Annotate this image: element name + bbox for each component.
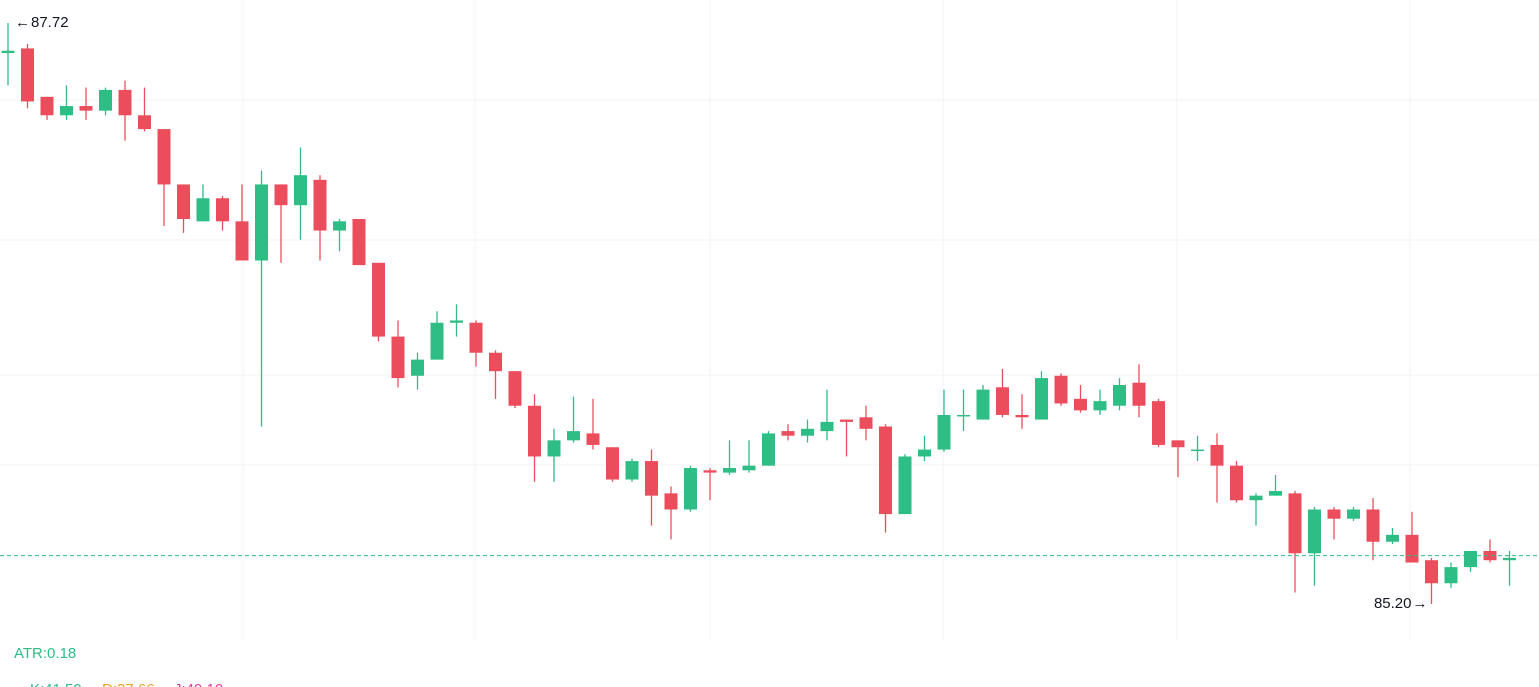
candle-body [898, 456, 912, 515]
candle-body [40, 96, 54, 116]
candle-body [1503, 557, 1516, 561]
candle-body [1230, 465, 1243, 501]
candle-body [976, 389, 990, 420]
candle-body [1152, 401, 1165, 445]
candle-body [1347, 509, 1360, 519]
candle-body [1171, 440, 1185, 448]
candle-body [1308, 509, 1321, 554]
candle-body [1327, 509, 1341, 519]
candle-body [528, 405, 541, 457]
max-label: 87.72 [31, 14, 69, 31]
candle-body [372, 262, 385, 337]
candle-body [957, 414, 970, 417]
candle-body [918, 449, 931, 457]
candle-body [703, 470, 717, 473]
candle-body [625, 461, 639, 480]
candle-body [1366, 509, 1380, 542]
candle-body [411, 359, 424, 376]
candle-body [840, 419, 853, 422]
arrow: ← [15, 14, 30, 31]
atr-label: ATR:0.18 [14, 645, 76, 662]
candle-body [333, 221, 346, 231]
candle-body [1288, 493, 1302, 554]
candle-body [1132, 382, 1146, 406]
candle-body [937, 414, 951, 450]
candle-body [352, 219, 366, 266]
candle-body [1249, 495, 1263, 501]
candle-body [450, 320, 463, 323]
candle-body [235, 221, 249, 261]
candle-body [879, 426, 892, 515]
candle-body [118, 89, 132, 116]
candle-body [586, 433, 600, 445]
candle-body [781, 431, 795, 436]
candle-body [664, 493, 678, 510]
candle-body [313, 179, 327, 231]
candle-body [60, 106, 73, 116]
candle-body [723, 467, 736, 473]
candle-body [216, 198, 229, 222]
candle-body [274, 184, 288, 206]
candle-body [489, 352, 502, 372]
candle-body [684, 467, 697, 510]
candle-body [138, 115, 151, 130]
candle-body [469, 322, 483, 353]
candle-body [645, 461, 658, 496]
kdj-label: D:37.66 [102, 681, 155, 687]
kdj-label: K:41.59 [30, 681, 82, 687]
min-label: 85.20 [1374, 595, 1412, 612]
kdj-label: J:49.10 [174, 681, 223, 687]
candle-body [1425, 560, 1438, 584]
candle-body [1054, 375, 1068, 404]
arrow: → [1413, 595, 1428, 612]
candle-body [294, 175, 307, 206]
candle-body [196, 198, 210, 222]
candle-body [1015, 414, 1029, 418]
candle-body [762, 433, 775, 466]
candle-body [177, 184, 190, 220]
candle-body [1074, 398, 1087, 411]
candle-body [255, 184, 268, 261]
candle-body [801, 428, 814, 436]
candle-body [1444, 567, 1458, 584]
candle-body [1035, 378, 1048, 420]
candle-body [1210, 444, 1224, 466]
candle-body [391, 336, 405, 379]
candle-body [1464, 550, 1477, 568]
candle-body [1483, 550, 1497, 561]
candle-body [1405, 534, 1419, 563]
candle-body [606, 447, 619, 480]
candle-body [1191, 449, 1204, 452]
candle-body [21, 48, 34, 102]
candle-body [157, 129, 171, 185]
candle-body [820, 421, 834, 432]
candle-body [1, 50, 15, 54]
candle-body [996, 387, 1009, 415]
candle-body [859, 417, 873, 429]
candle-body [99, 89, 112, 111]
candle-body [567, 431, 580, 441]
candle-body [430, 322, 444, 360]
candle-body [547, 440, 561, 457]
candle-body [1386, 534, 1399, 542]
candle-body [1269, 491, 1282, 496]
candle-body [742, 465, 756, 471]
grid [0, 0, 1539, 640]
candle-body [1093, 401, 1107, 411]
candle-body [79, 106, 93, 111]
candle-body [1113, 384, 1126, 406]
candle-body [508, 371, 522, 406]
